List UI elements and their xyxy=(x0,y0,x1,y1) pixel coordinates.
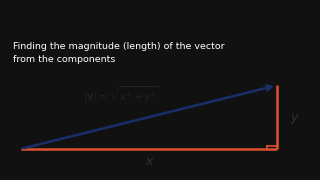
Text: $|\mathbf{v}| = \sqrt{x^2 + y^2}.$: $|\mathbf{v}| = \sqrt{x^2 + y^2}.$ xyxy=(83,85,161,105)
Text: y: y xyxy=(291,111,298,124)
Text: x: x xyxy=(145,155,153,168)
Text: Finding the magnitude (length) of the vector
from the components: Finding the magnitude (length) of the ve… xyxy=(13,42,224,64)
